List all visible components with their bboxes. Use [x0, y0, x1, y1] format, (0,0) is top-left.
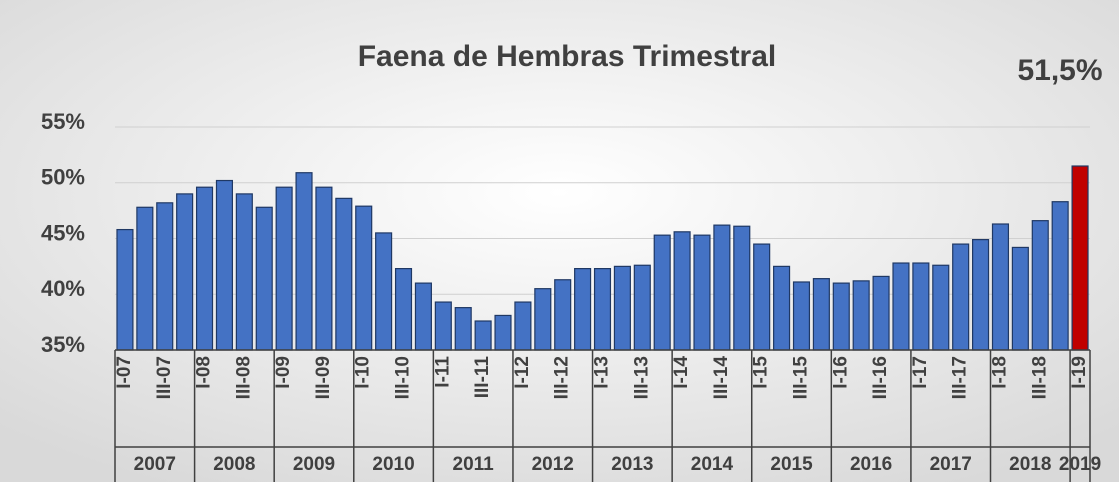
- group-label: 2019: [1059, 454, 1101, 475]
- x-tick-label: III-15: [790, 356, 811, 400]
- bar: [116, 228, 134, 351]
- bar: [892, 262, 910, 351]
- bar: [792, 281, 811, 351]
- bar: [1051, 201, 1069, 351]
- bar: [414, 282, 432, 351]
- x-tick-label: III-18: [1029, 356, 1050, 399]
- group-label: 2016: [850, 454, 892, 475]
- x-tick-label: I-07: [114, 356, 135, 389]
- x-tick-label: I-08: [194, 356, 215, 389]
- x-tick-label: III-07: [154, 356, 175, 399]
- bar: [633, 264, 651, 351]
- bar: [991, 223, 1010, 351]
- group-label: 2010: [372, 454, 414, 475]
- bar: [713, 224, 731, 351]
- x-tick-label: I-15: [751, 356, 772, 389]
- bar: [952, 243, 970, 351]
- bar: [315, 186, 333, 351]
- bar: [932, 264, 950, 351]
- group-label: 2009: [293, 454, 335, 475]
- bar: [335, 197, 353, 351]
- x-tick-label: III-11: [472, 356, 493, 399]
- bar: [972, 239, 990, 351]
- bar: [773, 265, 791, 351]
- x-tick-label: III-12: [552, 356, 573, 399]
- x-tick-label: I-09: [273, 356, 294, 389]
- bar: [195, 186, 214, 351]
- bar: [554, 279, 572, 351]
- bar: [852, 280, 870, 351]
- group-label: 2011: [453, 454, 495, 475]
- bar: [1031, 220, 1049, 351]
- x-tick-label: I-17: [910, 356, 931, 389]
- bar: [872, 275, 890, 351]
- annotation: 51,5%: [1017, 54, 1102, 87]
- x-tick-label: III-09: [313, 356, 334, 399]
- bar: [593, 268, 612, 351]
- bar: [474, 320, 492, 351]
- group-label: 2013: [611, 454, 653, 475]
- x-tick-label: III-16: [870, 356, 891, 399]
- x-tick-label: I-13: [592, 356, 613, 389]
- bar: [215, 179, 233, 351]
- bar: [693, 234, 711, 351]
- chart-title: Faena de Hembras Trimestral: [358, 40, 777, 73]
- bar: [235, 193, 253, 351]
- group-label: 2017: [930, 454, 972, 475]
- x-tick-label: I-11: [432, 356, 453, 388]
- x-tick-label: III-08: [233, 356, 254, 399]
- y-tick-label: 45%: [41, 220, 85, 245]
- bar: [275, 186, 293, 351]
- bar: [176, 193, 194, 351]
- bar: [1011, 246, 1029, 351]
- x-tick-label: III-17: [950, 356, 971, 399]
- bar: [434, 301, 452, 351]
- bar: [136, 206, 154, 351]
- x-tick-label: I-10: [353, 356, 374, 389]
- bar: [753, 243, 771, 351]
- bar: [156, 202, 174, 351]
- x-tick-label: I-18: [989, 356, 1010, 389]
- bar: [534, 288, 552, 351]
- x-tick-label: I-14: [671, 356, 692, 389]
- bar: [255, 206, 273, 351]
- bar: [494, 314, 512, 351]
- bar: [1071, 165, 1089, 351]
- y-tick-label: 35%: [41, 332, 85, 357]
- x-tick-label: III-13: [631, 356, 652, 399]
- bar: [653, 234, 671, 351]
- bar: [375, 232, 393, 351]
- bar: [574, 268, 592, 351]
- bar: [613, 265, 631, 351]
- bar: [295, 172, 313, 351]
- x-tick-label: I-19: [1069, 356, 1090, 389]
- x-tick-label: I-16: [830, 356, 851, 389]
- bar: [832, 282, 850, 351]
- bar: [355, 205, 373, 351]
- group-label: 2007: [134, 454, 176, 475]
- group-label: 2014: [691, 454, 734, 475]
- bar: [394, 268, 413, 351]
- group-label: 2015: [770, 454, 813, 475]
- x-tick-label: III-14: [711, 356, 732, 400]
- y-tick-label: 55%: [41, 109, 85, 134]
- x-tick-label: III-10: [393, 356, 414, 399]
- group-label: 2018: [1009, 454, 1051, 475]
- y-tick-label: 50%: [41, 165, 85, 190]
- group-label: 2012: [532, 454, 574, 475]
- bar: [454, 307, 472, 351]
- bar: [912, 262, 930, 351]
- bar: [514, 301, 532, 351]
- bar: [673, 231, 691, 351]
- bar: [812, 278, 830, 351]
- group-label: 2008: [213, 454, 255, 475]
- x-tick-label: I-12: [512, 356, 533, 389]
- y-tick-label: 40%: [41, 276, 85, 301]
- bar: [733, 225, 751, 351]
